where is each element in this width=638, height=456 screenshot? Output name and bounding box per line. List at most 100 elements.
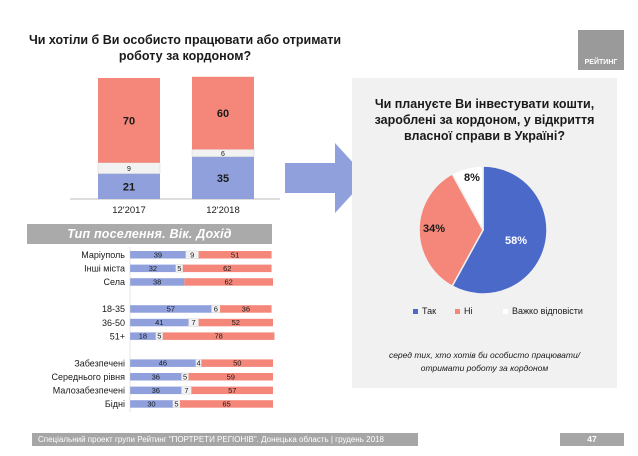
segment-bar-value-label: 78 [214, 332, 222, 341]
segment-bar [181, 372, 189, 381]
segment-bar-value-label: 36 [242, 305, 250, 314]
segment-bar [172, 399, 181, 408]
pie-slice-label: 58% [505, 235, 527, 247]
segment-bar [188, 373, 273, 381]
page-number: 47 [560, 433, 624, 446]
year-bar-value-label: 35 [217, 173, 229, 185]
segment-bar [130, 318, 189, 327]
segment-bar [162, 332, 275, 340]
segment-bar-value-label: 5 [183, 372, 187, 381]
segment-bar-value-label: 51 [231, 250, 239, 259]
segment-category-label: Забезпечені [74, 358, 125, 368]
segment-bar-value-label: 59 [227, 372, 235, 381]
segment-bar [184, 278, 273, 286]
legend-swatch [413, 308, 418, 314]
segment-category-label: Середнього рівня [52, 372, 126, 382]
right-arrow-icon [285, 143, 367, 213]
segment-bar-value-label: 4 [197, 359, 201, 368]
segment-bar-value-label: 32 [149, 264, 157, 273]
rating-logo: РЕЙТИНГ [578, 30, 624, 70]
segment-bar-value-label: 7 [192, 318, 196, 327]
segment-bar-value-label: 57 [228, 386, 236, 395]
footer-bar: Спеціальний проект групи Рейтинг "ПОРТРЕ… [32, 433, 418, 446]
legend-item: Ні [455, 306, 473, 316]
legend-label: Важко відповісти [512, 306, 583, 316]
right-question-title: Чи плануєте Ви інвестувати кошти, заробл… [374, 97, 595, 143]
year-bar-value-label: 21 [123, 181, 135, 193]
segment-bar [175, 264, 184, 273]
legend-item: Так [413, 306, 436, 316]
pie-slice-label: 8% [464, 172, 480, 184]
year-bar-segment [98, 78, 160, 163]
segment-bar [130, 386, 182, 395]
year-tick-label: 12'2018 [206, 205, 240, 216]
pie-slice [451, 165, 548, 295]
logo-text: РЕЙТИНГ [584, 59, 618, 66]
segment-category-label: Інші міста [84, 264, 125, 274]
segment-banner: Тип поселення. Вік. Дохід [27, 224, 272, 244]
segment-bar [191, 386, 273, 395]
year-bar-value-label: 6 [221, 151, 225, 158]
segment-bar-value-label: 5 [157, 332, 161, 341]
segment-category-label: Бідні [105, 399, 125, 409]
segment-bar [130, 359, 196, 367]
year-bar-value-label: 70 [123, 115, 135, 127]
year-bar-value-label: 60 [217, 108, 229, 120]
segment-category-label: Маріуполь [81, 250, 125, 260]
segment-bar [181, 386, 192, 395]
year-tick-label: 12'2017 [112, 205, 146, 216]
legend-swatch [503, 308, 508, 314]
legend-item: Важко відповісти [503, 306, 583, 316]
segment-bar-value-label: 30 [147, 400, 155, 409]
legend-swatch [455, 308, 460, 314]
segment-bar-value-label: 36 [152, 386, 160, 395]
segment-category-label: 51+ [110, 331, 125, 341]
pie-slice-label: 34% [423, 223, 445, 235]
segment-bar-value-label: 39 [154, 250, 162, 259]
segment-bar-value-label: 9 [190, 250, 194, 259]
year-bar-segment [192, 76, 254, 150]
segment-bar [130, 332, 156, 340]
segment-bar [130, 264, 176, 273]
segment-bar-value-label: 36 [152, 372, 160, 381]
segment-bar [130, 400, 173, 408]
segment-bar [130, 251, 186, 259]
year-bar-segment [98, 173, 160, 199]
segment-bar [180, 400, 273, 408]
segment-bar [201, 359, 273, 367]
left-question-title: Чи хотіли б Ви особисто працювати або от… [28, 33, 342, 63]
segment-bar-value-label: 18 [139, 332, 147, 341]
pie-slice [451, 165, 484, 231]
segment-category-label: Малозабезпечені [53, 386, 125, 396]
year-bar-value-label: 9 [127, 166, 131, 173]
segment-bar [198, 251, 272, 259]
segment-category-label: 18-35 [102, 304, 125, 314]
segment-bar-value-label: 52 [232, 318, 240, 327]
segment-bar [130, 373, 182, 381]
segment-bar [198, 318, 273, 327]
yearly-stacked-bar-chart: 21 9 70 12'2017 35 6 60 12'2018 [70, 76, 280, 216]
segment-bar-value-label: 62 [223, 264, 231, 273]
segment-bar-value-label: 7 [184, 386, 188, 395]
pie-legend: Так Ні Важко відповісти [405, 306, 605, 320]
segment-category-label: Села [104, 277, 125, 287]
segment-bar-value-label: 38 [153, 278, 161, 287]
legend-label: Так [422, 306, 437, 316]
sample-note: серед тих, хто хотів би особисто працюва… [388, 350, 581, 373]
year-bar-segment [192, 156, 254, 199]
segment-category-label: 36-50 [102, 318, 125, 328]
segment-bar-value-label: 62 [224, 278, 232, 287]
segment-bar-value-label: 6 [214, 305, 218, 314]
segment-bar-value-label: 5 [174, 400, 178, 409]
segment-bar-value-label: 5 [177, 264, 181, 273]
segment-bar-value-label: 46 [159, 359, 167, 368]
segment-bar [130, 305, 212, 313]
segment-bar [220, 305, 272, 313]
segment-bar [130, 278, 185, 286]
segment-bar-value-label: 50 [233, 359, 241, 368]
legend-label: Ні [464, 306, 473, 316]
investment-pie-chart: 58% 34% 8% [418, 165, 548, 295]
segment-bar-value-label: 41 [155, 318, 163, 327]
segment-horizontal-bar-chart: Маріуполь 39 9 51 Інші міста 32 5 62 Села 38 62 18-… [52, 247, 275, 412]
segment-bar-value-label: 57 [167, 305, 175, 314]
